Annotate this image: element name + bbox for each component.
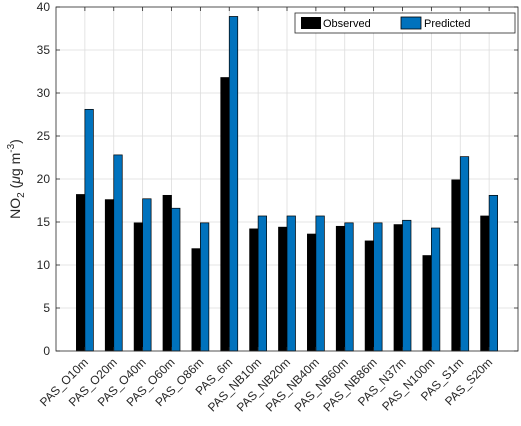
y-tick-label: 20 (37, 172, 51, 186)
y-axis-title-mu: μ (7, 176, 23, 185)
bar-predicted-pas-o20m (113, 154, 123, 352)
bar-predicted-pas-nb86m (373, 222, 383, 352)
bars (76, 16, 498, 352)
y-tick-label: 0 (43, 344, 50, 358)
bar-observed-pas-nb10m (249, 228, 259, 352)
bar-predicted-pas-n37m (402, 219, 412, 352)
y-axis-title-close: ) (7, 139, 23, 144)
y-gridlines (56, 49, 518, 309)
bar-predicted-pas-o40m (142, 198, 152, 352)
y-axis-title-open: ( (7, 183, 23, 192)
legend-swatch-observed (301, 17, 321, 29)
y-tick-label: 35 (37, 43, 51, 57)
y-axis-title-sub: 2 (16, 192, 27, 198)
bar-observed-pas-o86m (191, 248, 201, 352)
y-tick-label: 15 (37, 215, 51, 229)
bar-predicted-pas-nb20m (286, 215, 296, 352)
bar-observed-pas-nb60m (335, 225, 346, 352)
y-tick-label: 40 (37, 0, 51, 14)
y-tick-label: 30 (37, 86, 51, 100)
legend-swatch-predicted (400, 16, 422, 30)
y-tick-label: 10 (37, 258, 51, 272)
bar-observed-pas-n37m (393, 224, 403, 352)
bar-predicted-pas-nb40m (315, 215, 325, 352)
bar-predicted-pas-s20m (488, 194, 498, 352)
bar-observed-pas-s1m (451, 179, 461, 352)
bar-predicted-pas-o86m (200, 222, 210, 352)
bar-predicted-pas-nb60m (344, 222, 354, 352)
bar-observed-pas-n100m (422, 255, 432, 352)
legend: Observed Predicted (294, 12, 516, 34)
bar-observed-pas-o40m (133, 222, 143, 352)
bar-observed-pas-nb86m (364, 240, 374, 352)
bar-observed-pas-o10m (76, 194, 86, 352)
y-axis-title-sup: -3 (6, 143, 17, 152)
bar-observed-pas-o20m (104, 199, 115, 352)
y-tick-label: 25 (37, 129, 51, 143)
y-axis-title-unit: g m (7, 153, 23, 176)
y-ticks: 0 5 10 15 20 25 30 35 40 (37, 0, 518, 358)
bar-observed-pas-6m (220, 77, 230, 352)
y-axis-title: NO2 (μg m-3) (6, 139, 27, 219)
bar-predicted-pas-nb10m (257, 215, 267, 352)
bar-predicted-pas-o60m (171, 207, 181, 352)
bar-predicted-pas-s1m (459, 156, 470, 352)
y-axis-title-main: NO (7, 198, 23, 219)
legend-label-observed: Observed (323, 18, 371, 30)
bar-observed-pas-nb20m (278, 226, 288, 352)
bar-predicted-pas-o10m (84, 108, 94, 352)
y-tick-label: 5 (43, 301, 50, 315)
legend-label-predicted: Predicted (424, 18, 470, 30)
bar-observed-pas-o60m (162, 194, 172, 352)
bar-predicted-pas-n100m (431, 227, 441, 352)
bar-predicted-pas-6m (228, 16, 239, 352)
bar-observed-pas-nb40m (307, 233, 317, 352)
bar-observed-pas-s20m (480, 215, 490, 352)
